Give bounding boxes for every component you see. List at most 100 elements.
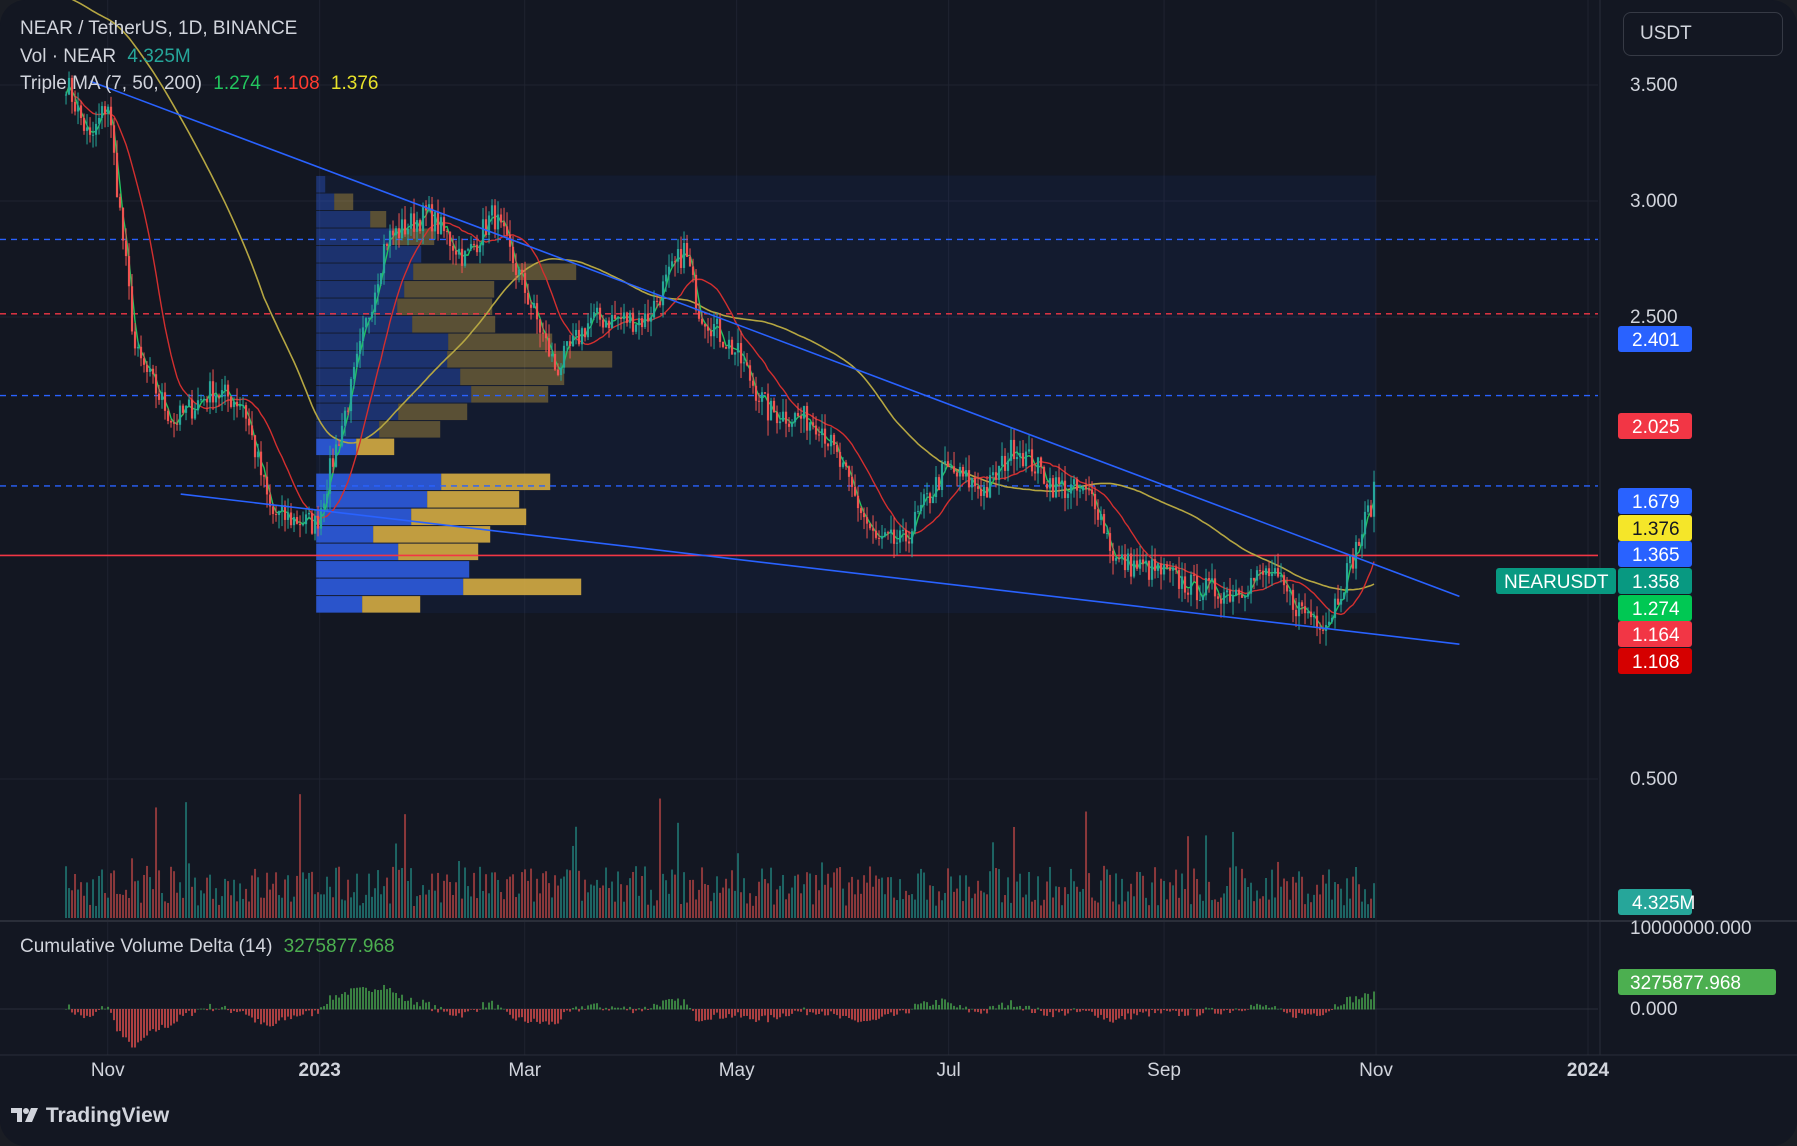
candle-body (934, 477, 938, 498)
volume-bar (311, 871, 314, 918)
candle-body (835, 445, 839, 452)
cvd-bar (1334, 1004, 1337, 1010)
cvd-bar (368, 990, 371, 1010)
candle-body (1123, 554, 1127, 571)
volume-bar (242, 898, 245, 918)
candle-body (859, 508, 863, 514)
volume-bar (869, 866, 872, 918)
cvd-bar (209, 1003, 212, 1010)
cvd-bar (1181, 1009, 1184, 1012)
cvd-bar (179, 1009, 182, 1015)
cvd-bar (1139, 1009, 1142, 1012)
cvd-bar (104, 1008, 107, 1010)
time-tick-label: Jul (936, 1060, 960, 1081)
candle-body (496, 214, 500, 230)
cvd-bar (596, 1003, 599, 1010)
cvd-bar (1325, 1009, 1328, 1013)
candle-body (490, 205, 494, 216)
volume-legend[interactable]: Vol · NEAR 4.325M (20, 46, 197, 68)
cvd-bar (530, 1009, 533, 1022)
volume-profile-buy-bar (316, 473, 442, 491)
cvd-bar (977, 1009, 980, 1013)
candle-body (250, 425, 254, 436)
currency-selector[interactable]: USDT (1623, 12, 1783, 56)
volume-bar (980, 890, 983, 918)
candle-body (244, 405, 248, 419)
candle-body (901, 529, 905, 531)
cvd-bar (608, 1009, 611, 1011)
cvd-bar (77, 1009, 80, 1013)
candle-body (1159, 563, 1163, 575)
time-tick-label: Sep (1147, 1060, 1181, 1081)
cvd-bar (962, 1008, 965, 1010)
cvd-bar (563, 1009, 566, 1013)
volume-profile-range (316, 175, 1377, 614)
volume-bar (911, 894, 914, 918)
volume-bar (1361, 901, 1364, 918)
volume-bar (587, 892, 590, 918)
ma-legend[interactable]: Triple MA (7, 50, 200) 1.274 1.108 1.376 (20, 73, 384, 95)
volume-bar (845, 905, 848, 918)
volume-bar (926, 899, 929, 918)
cvd-bar (497, 1004, 500, 1010)
volume-profile-buy-bar (316, 316, 413, 333)
volume-profile-buy-bar (316, 246, 422, 263)
volume-bar (263, 897, 266, 918)
candle-body (442, 217, 446, 232)
candle-body (790, 422, 794, 427)
cvd-bar (812, 1009, 815, 1013)
candle-body (772, 400, 776, 413)
cvd-bar (971, 1008, 974, 1010)
volume-bar (890, 877, 893, 918)
candle-body (499, 214, 503, 223)
candle-body (850, 476, 854, 487)
candle-body (1252, 577, 1256, 581)
candle-body (298, 523, 302, 526)
candle-body (292, 517, 296, 526)
cvd-legend[interactable]: Cumulative Volume Delta (14) 3275877.968 (20, 936, 401, 958)
cvd-bar (872, 1009, 875, 1020)
cvd-bar (728, 1009, 731, 1015)
cvd-bar (1361, 997, 1364, 1010)
cvd-bar (1340, 1005, 1343, 1010)
candle-body (1264, 568, 1268, 575)
volume-bar (470, 896, 473, 918)
volume-bar (566, 869, 569, 918)
cvd-bar (929, 1005, 932, 1010)
cvd-bar (1244, 1009, 1247, 1011)
candle-body (1078, 490, 1082, 492)
candle-body (136, 346, 140, 349)
candle-body (652, 300, 656, 318)
cvd-bar (389, 987, 392, 1010)
cvd-bar (1091, 1009, 1094, 1012)
cvd-bar (782, 1009, 785, 1014)
candle-body (1099, 513, 1103, 520)
candle-body (838, 451, 842, 467)
symbol-legend[interactable]: NEAR / TetherUS, 1D, BINANCE (20, 18, 303, 40)
volume-profile-buy-bar (316, 351, 448, 368)
candle-body (697, 310, 701, 319)
candle-body (1357, 541, 1361, 546)
candle-body (925, 493, 929, 495)
candle-body (214, 395, 218, 403)
cvd-bar (404, 1001, 407, 1010)
cvd-bar (566, 1009, 569, 1011)
candle-body (1174, 567, 1178, 571)
candle-body (1186, 592, 1190, 595)
time-tick-label: 2023 (299, 1060, 341, 1081)
volume-bar (143, 874, 146, 918)
cvd-bar (1142, 1009, 1145, 1013)
candle-body (1183, 576, 1187, 593)
volume-bar (575, 826, 578, 918)
volume-bar (569, 870, 572, 918)
volume-bar (923, 872, 926, 918)
candle-body (340, 425, 344, 446)
candle-body (868, 523, 872, 529)
cvd-bar (650, 1008, 653, 1010)
cvd-bar (893, 1009, 896, 1016)
tradingview-logo[interactable]: TradingView (10, 1104, 169, 1128)
candle-body (907, 541, 911, 544)
brand-name: TradingView (45, 1104, 170, 1127)
cvd-bar (575, 1006, 578, 1010)
